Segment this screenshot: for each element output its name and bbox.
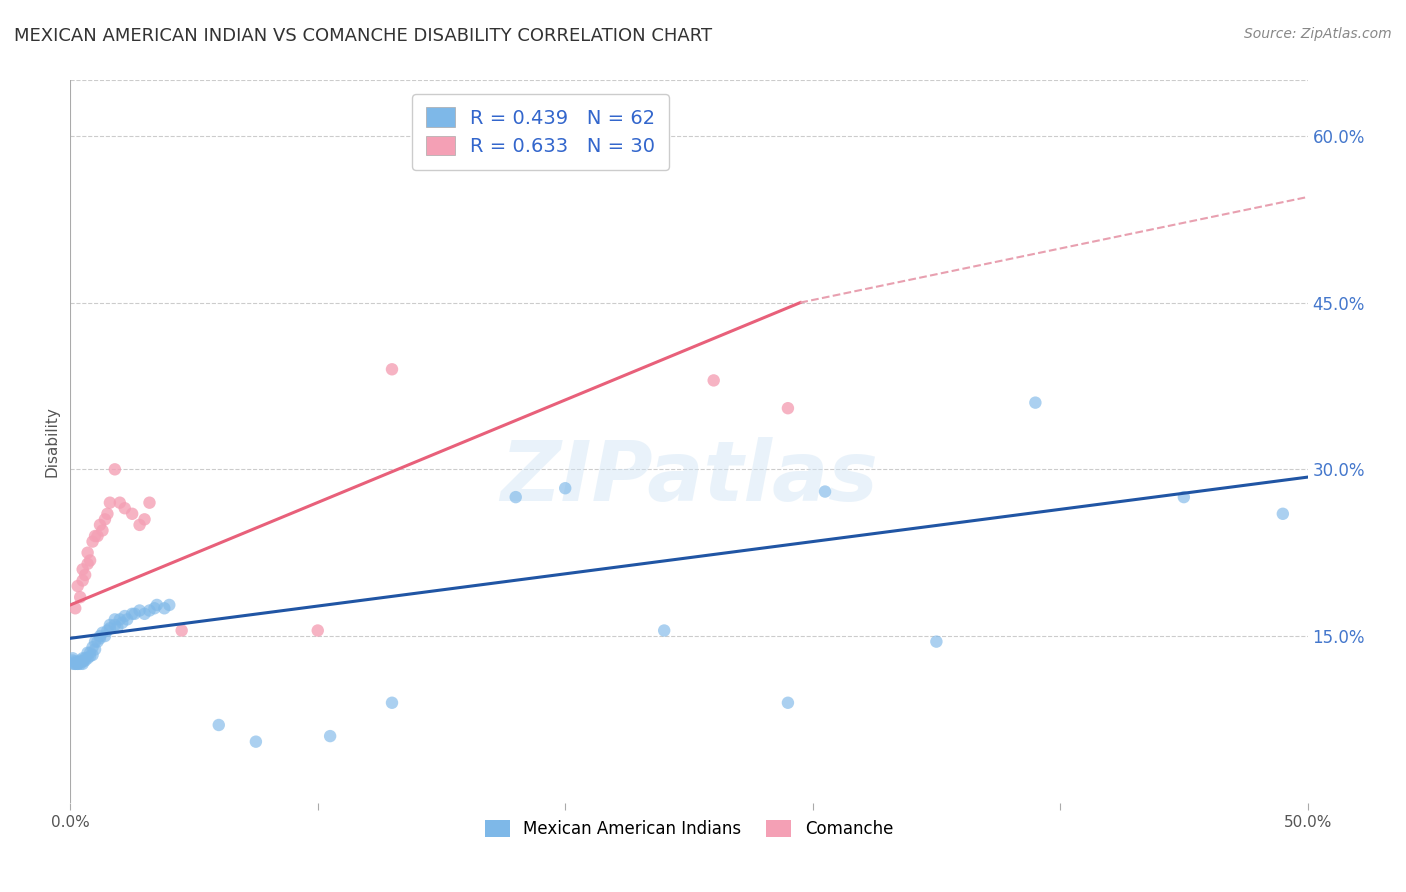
Point <box>1173 490 1195 504</box>
Point <box>98 621 121 635</box>
Point <box>76 557 98 571</box>
Point <box>128 517 150 532</box>
Point <box>208 718 231 732</box>
Point <box>86 634 108 648</box>
Point <box>138 496 160 510</box>
Point <box>72 657 94 671</box>
Point <box>66 657 89 671</box>
Point <box>66 657 89 671</box>
Point <box>814 484 837 499</box>
Point <box>703 373 725 387</box>
Point <box>62 653 84 667</box>
Text: Source: ZipAtlas.com: Source: ZipAtlas.com <box>1244 27 1392 41</box>
Point <box>591 156 613 170</box>
Point <box>89 632 111 646</box>
Y-axis label: Disability: Disability <box>44 406 59 477</box>
Point <box>124 607 146 621</box>
Point <box>121 607 143 621</box>
Point <box>1024 395 1046 409</box>
Point <box>108 612 131 626</box>
Point <box>138 603 160 617</box>
Point <box>76 651 98 665</box>
Point <box>62 651 84 665</box>
Point <box>65 657 87 671</box>
Point <box>76 646 98 660</box>
Point <box>66 579 89 593</box>
Point <box>776 696 799 710</box>
Point <box>72 562 94 576</box>
Point <box>72 574 94 588</box>
Point <box>69 653 91 667</box>
Point <box>79 649 101 664</box>
Point <box>98 618 121 632</box>
Point <box>245 734 267 748</box>
Point <box>91 524 114 538</box>
Point <box>170 624 193 638</box>
Point <box>114 501 136 516</box>
Point <box>82 534 104 549</box>
Text: MEXICAN AMERICAN INDIAN VS COMANCHE DISABILITY CORRELATION CHART: MEXICAN AMERICAN INDIAN VS COMANCHE DISA… <box>14 27 713 45</box>
Point <box>94 629 117 643</box>
Point <box>84 529 107 543</box>
Point <box>82 640 104 655</box>
Point <box>91 625 114 640</box>
Point <box>79 646 101 660</box>
Point <box>115 612 138 626</box>
Point <box>69 590 91 604</box>
Point <box>121 507 143 521</box>
Point <box>69 655 91 669</box>
Point <box>134 607 156 621</box>
Point <box>105 620 128 634</box>
Text: ZIPatlas: ZIPatlas <box>501 437 877 518</box>
Point <box>128 603 150 617</box>
Point <box>76 546 98 560</box>
Point <box>108 496 131 510</box>
Point <box>111 615 134 630</box>
Legend: Mexican American Indians, Comanche: Mexican American Indians, Comanche <box>478 814 900 845</box>
Point <box>84 642 107 657</box>
Point <box>307 624 329 638</box>
Point <box>84 634 107 648</box>
Point <box>65 601 87 615</box>
Point <box>75 651 97 665</box>
Point <box>104 462 127 476</box>
Point <box>505 490 527 504</box>
Point <box>114 609 136 624</box>
Point <box>96 507 118 521</box>
Point <box>72 651 94 665</box>
Point <box>75 568 97 582</box>
Point <box>72 655 94 669</box>
Point <box>86 529 108 543</box>
Point <box>69 657 91 671</box>
Point <box>104 612 127 626</box>
Point <box>153 601 176 615</box>
Point <box>89 629 111 643</box>
Point <box>143 601 166 615</box>
Point <box>65 657 87 671</box>
Point <box>319 729 342 743</box>
Point <box>1271 507 1294 521</box>
Point <box>89 517 111 532</box>
Point <box>652 624 675 638</box>
Point <box>381 362 404 376</box>
Point <box>62 657 84 671</box>
Point <box>146 598 169 612</box>
Point <box>381 696 404 710</box>
Point <box>65 655 87 669</box>
Point <box>925 634 948 648</box>
Point <box>79 553 101 567</box>
Point <box>134 512 156 526</box>
Point <box>554 481 576 495</box>
Point <box>157 598 180 612</box>
Point <box>98 496 121 510</box>
Point <box>82 648 104 662</box>
Point <box>94 512 117 526</box>
Point <box>66 656 89 670</box>
Point <box>776 401 799 416</box>
Point <box>96 624 118 638</box>
Point <box>75 653 97 667</box>
Point <box>104 618 127 632</box>
